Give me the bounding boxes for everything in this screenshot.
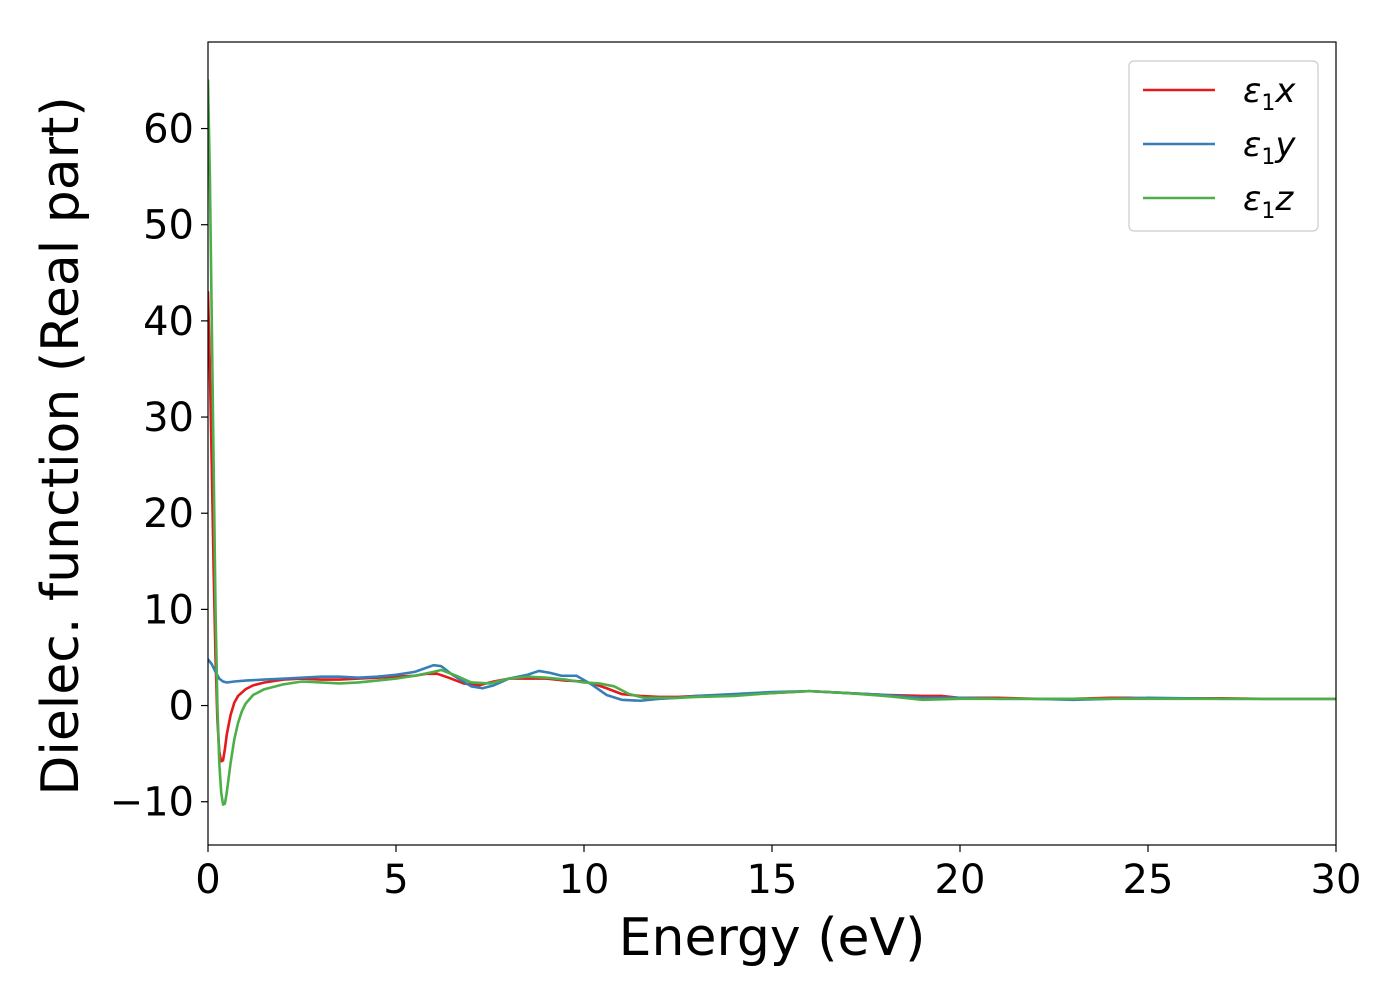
series-layer: [208, 79, 1336, 806]
legend-label-2: ε1y: [1243, 125, 1296, 170]
x-tick-label: 10: [559, 857, 610, 903]
y-tick-label: 30: [143, 395, 194, 441]
y-tick-label: 0: [169, 684, 194, 730]
y-tick-label: 10: [143, 587, 194, 633]
y-axis: −10 0 10 20 30 40 50 60: [110, 107, 208, 826]
legend-label-3: ε1z: [1243, 179, 1294, 224]
x-tick-label: 20: [935, 857, 986, 903]
x-tick-label: 25: [1123, 857, 1174, 903]
x-axis: 0 5 10 15 20 25 30: [195, 845, 1361, 903]
y-tick-label: 60: [143, 107, 194, 153]
x-tick-label: 5: [383, 857, 408, 903]
legend-label-1: ε1x: [1243, 71, 1296, 116]
legend-box: [1128, 60, 1319, 232]
x-tick-label: 30: [1311, 857, 1362, 903]
legend: ε1x ε1y ε1z: [1128, 60, 1319, 232]
y-tick-label: 50: [143, 203, 194, 249]
y-tick-label: 20: [143, 491, 194, 537]
y-tick-label: −10: [110, 780, 194, 826]
y-axis-label: Dielec. function (Real part): [31, 96, 91, 795]
x-axis-label: Energy (eV): [619, 908, 926, 968]
series-line-3: [208, 79, 1336, 806]
x-tick-label: 15: [747, 857, 798, 903]
x-tick-label: 0: [195, 857, 220, 903]
y-tick-label: 40: [143, 299, 194, 345]
